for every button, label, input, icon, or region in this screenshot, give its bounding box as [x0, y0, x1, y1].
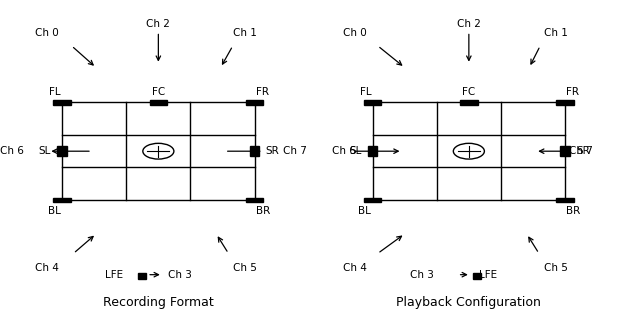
Text: FL: FL — [360, 87, 371, 97]
Bar — [473, 273, 481, 279]
Text: Ch 0: Ch 0 — [35, 28, 58, 38]
Text: SL: SL — [349, 146, 361, 156]
Bar — [556, 198, 574, 203]
Bar — [138, 273, 146, 279]
Text: Recording Format: Recording Format — [103, 296, 214, 309]
Bar — [460, 100, 478, 105]
Text: Ch 4: Ch 4 — [343, 263, 367, 273]
Text: LFE: LFE — [105, 270, 123, 280]
Text: FC: FC — [152, 87, 165, 97]
Text: LFE: LFE — [479, 270, 497, 280]
Bar — [246, 198, 263, 203]
Text: SR: SR — [266, 146, 279, 156]
Bar — [561, 146, 570, 156]
Text: SL: SL — [39, 146, 51, 156]
Text: FR: FR — [566, 87, 579, 97]
Text: Ch 7: Ch 7 — [569, 146, 593, 156]
Text: BL: BL — [48, 206, 61, 216]
Text: Ch 6: Ch 6 — [0, 146, 24, 156]
Text: Ch 2: Ch 2 — [457, 19, 481, 29]
Text: Ch 5: Ch 5 — [233, 263, 257, 273]
Bar — [368, 146, 378, 156]
Bar — [364, 198, 381, 203]
Text: BR: BR — [566, 206, 581, 216]
Text: BR: BR — [256, 206, 270, 216]
Text: Ch 6: Ch 6 — [332, 146, 356, 156]
Bar — [53, 198, 71, 203]
Text: Ch 5: Ch 5 — [544, 263, 568, 273]
Bar — [150, 100, 167, 105]
Text: Ch 1: Ch 1 — [544, 28, 568, 38]
Text: Ch 1: Ch 1 — [233, 28, 257, 38]
Bar — [364, 100, 381, 105]
Bar — [250, 146, 260, 156]
Text: SR: SR — [576, 146, 590, 156]
Text: Ch 3: Ch 3 — [410, 270, 433, 280]
Text: Ch 3: Ch 3 — [168, 270, 191, 280]
Bar — [246, 100, 263, 105]
Text: FR: FR — [256, 87, 269, 97]
Text: FC: FC — [462, 87, 476, 97]
Text: Ch 4: Ch 4 — [35, 263, 58, 273]
Text: Ch 2: Ch 2 — [147, 19, 170, 29]
Text: FL: FL — [49, 87, 61, 97]
Text: BL: BL — [358, 206, 371, 216]
Bar — [53, 100, 71, 105]
Bar — [57, 146, 67, 156]
Text: Playback Configuration: Playback Configuration — [396, 296, 542, 309]
Text: Ch 7: Ch 7 — [283, 146, 306, 156]
Text: Ch 0: Ch 0 — [343, 28, 367, 38]
Bar — [556, 100, 574, 105]
